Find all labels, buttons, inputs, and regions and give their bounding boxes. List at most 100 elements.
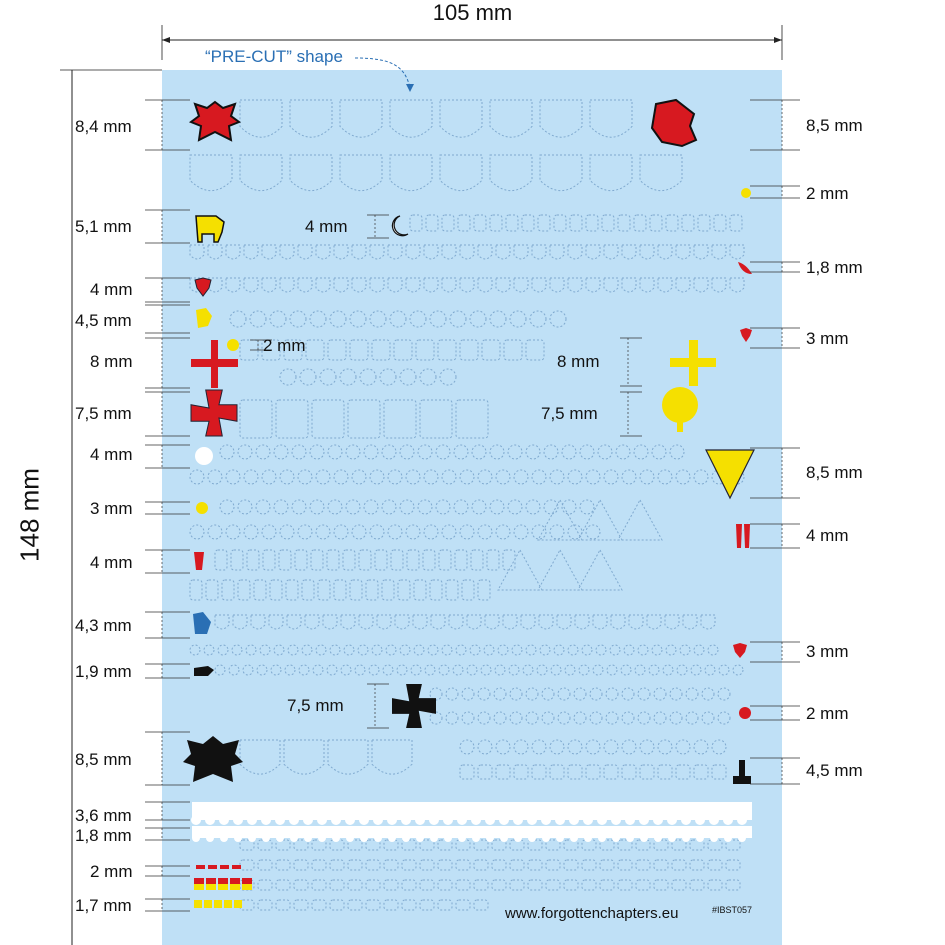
precut-outline	[628, 614, 644, 630]
precut-outline	[243, 244, 259, 260]
white-band	[625, 815, 635, 825]
precut-outline	[707, 859, 723, 871]
precut-outline	[606, 664, 618, 676]
precut-outline	[368, 664, 380, 676]
precut-outline	[621, 244, 637, 260]
precut-outline	[495, 244, 511, 260]
precut-outline	[369, 310, 387, 328]
precut-outline	[369, 277, 385, 293]
white-band	[359, 815, 369, 825]
precut-outline	[245, 644, 257, 656]
precut-outline	[304, 614, 320, 630]
precut-outline	[477, 739, 493, 755]
precut-outline	[286, 614, 302, 630]
white-band	[542, 834, 550, 842]
precut-outline	[312, 664, 324, 676]
white-band	[723, 815, 733, 825]
precut-outline	[237, 579, 251, 601]
precut-outline	[293, 839, 309, 851]
white-band	[388, 834, 396, 842]
precut-outline	[393, 339, 413, 361]
white-band	[360, 834, 368, 842]
precut-outline	[273, 644, 285, 656]
precut-outline	[438, 664, 450, 676]
precut-outline	[243, 469, 259, 485]
precut-outline	[564, 664, 576, 676]
precut-outline	[531, 277, 547, 293]
stripe-decal-red	[206, 878, 216, 886]
precut-outline	[729, 244, 745, 260]
precut-outline	[275, 879, 291, 891]
white-band	[443, 815, 453, 825]
precut-outline	[453, 499, 469, 515]
precut-outline	[657, 469, 673, 485]
dim-label: 8 mm	[90, 352, 133, 371]
dim-label: 4 mm	[90, 280, 133, 299]
precut-outline	[603, 469, 619, 485]
precut-outline	[289, 154, 333, 192]
precut-outline	[537, 214, 551, 232]
precut-outline	[671, 839, 687, 851]
precut-outline	[311, 879, 327, 891]
precut-outline	[693, 739, 709, 755]
precut-outline	[537, 498, 583, 541]
precut-outline	[315, 469, 331, 485]
stripe-decal-red	[220, 865, 229, 869]
precut-outline	[455, 644, 467, 656]
dim-label: 1,8 mm	[75, 826, 132, 845]
precut-outline	[291, 444, 307, 460]
precut-outline	[549, 469, 565, 485]
precut-outline	[693, 469, 709, 485]
precut-outline	[466, 664, 478, 676]
precut-outline	[633, 444, 649, 460]
precut-outline	[351, 469, 367, 485]
precut-outline	[405, 277, 421, 293]
precut-outline	[711, 244, 727, 260]
precut-outline	[491, 879, 507, 891]
precut-outline	[603, 277, 619, 293]
precut-outline	[239, 739, 281, 775]
precut-outline	[669, 711, 683, 725]
precut-outline	[653, 859, 669, 871]
precut-outline	[589, 687, 603, 701]
precut-outline	[239, 859, 255, 871]
stripe-decal-red	[194, 878, 204, 886]
stripe-decal-red	[242, 878, 252, 886]
precut-outline	[221, 579, 235, 601]
precut-outline	[553, 644, 565, 656]
precut-outline	[454, 549, 468, 571]
precut-outline	[455, 899, 471, 911]
dim-label: 4,5 mm	[75, 311, 132, 330]
precut-outline	[268, 614, 284, 630]
precut-outline	[347, 859, 363, 871]
precut-outline	[545, 839, 561, 851]
precut-outline	[309, 444, 325, 460]
precut-outline	[423, 524, 439, 540]
precut-outline	[477, 244, 493, 260]
precut-outline	[327, 444, 343, 460]
precut-outline	[732, 664, 744, 676]
precut-outline	[339, 368, 357, 386]
precut-outline	[246, 549, 260, 571]
precut-outline	[269, 579, 283, 601]
precut-outline	[349, 310, 367, 328]
stripe-decal-red	[208, 865, 217, 869]
precut-outline	[549, 764, 565, 780]
precut-outline	[503, 339, 523, 361]
precut-outline	[585, 524, 601, 540]
precut-outline	[369, 524, 385, 540]
precut-outline	[401, 899, 417, 911]
precut-outline	[399, 644, 411, 656]
precut-outline	[297, 469, 313, 485]
precut-outline	[230, 549, 244, 571]
precut-outline	[322, 614, 338, 630]
precut-outline	[429, 310, 447, 328]
white-band	[373, 815, 383, 825]
dim-label: 3,6 mm	[75, 806, 132, 825]
precut-outline	[329, 310, 347, 328]
precut-outline	[567, 244, 583, 260]
precut-outline	[553, 214, 567, 232]
precut-outline	[685, 711, 699, 725]
white-band	[429, 815, 439, 825]
precut-outline	[422, 549, 436, 571]
